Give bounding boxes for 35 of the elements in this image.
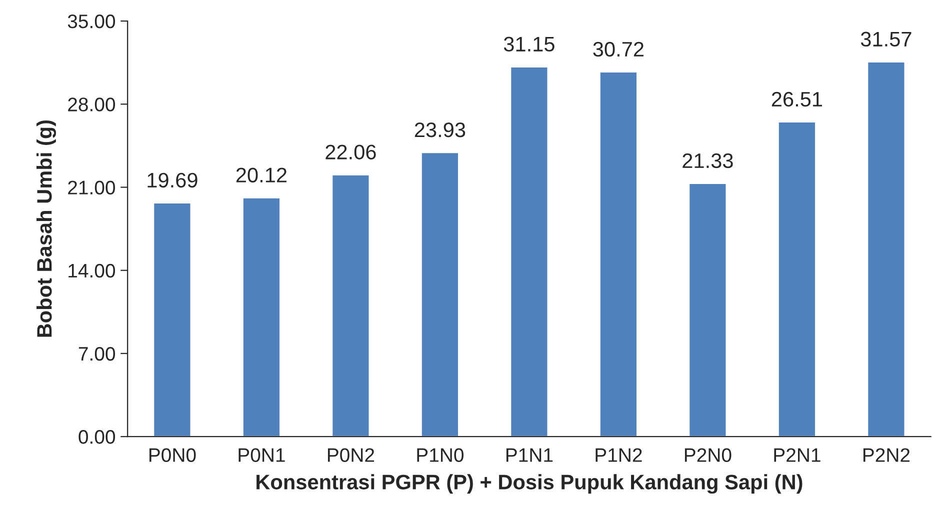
- y-tick-label: 21.00: [68, 180, 116, 194]
- data-label: 21.33: [682, 153, 733, 168]
- bar: [688, 182, 728, 437]
- x-tick-label: P2N2: [863, 448, 910, 462]
- y-tick-label: 28.00: [68, 98, 116, 112]
- data-label: 30.72: [593, 42, 644, 57]
- data-label: 19.69: [148, 172, 198, 188]
- y-tick-label: 35.00: [68, 14, 116, 28]
- bar: [778, 121, 816, 437]
- x-tick-label: P0N1: [238, 448, 285, 462]
- data-label: 31.57: [860, 32, 912, 47]
- data-label: 22.06: [326, 144, 376, 160]
- y-tick-label: 0.00: [78, 430, 116, 444]
- bar: [242, 197, 281, 437]
- bar: [420, 152, 460, 437]
- x-tick-label: P2N0: [684, 448, 732, 462]
- y-tick-label: 14.00: [68, 264, 116, 278]
- x-tick-label: P2N1: [774, 448, 820, 462]
- bar: [510, 66, 549, 437]
- bar: [599, 71, 638, 437]
- x-tick-label: P0N0: [149, 448, 196, 462]
- data-label: 26.51: [772, 92, 822, 107]
- x-tick-label: P1N0: [417, 448, 464, 462]
- bar: [152, 202, 192, 437]
- x-tick-label: P1N2: [596, 448, 642, 462]
- x-tick-label: P0N2: [328, 448, 374, 462]
- data-label: 31.15: [504, 36, 554, 52]
- data-label: 20.12: [236, 168, 286, 182]
- x-axis-title: Konsentrasi PGPR (P) + Dosis Pupuk Kandang Sapi (N): [256, 474, 802, 494]
- y-tick-label: 7.00: [78, 346, 116, 361]
- data-label: 23.93: [414, 122, 466, 138]
- bar: [331, 174, 370, 437]
- x-tick-label: P1N1: [506, 448, 553, 462]
- y-axis-title: Bobot Basah Umbi (g): [36, 120, 56, 337]
- bar: [866, 61, 906, 437]
